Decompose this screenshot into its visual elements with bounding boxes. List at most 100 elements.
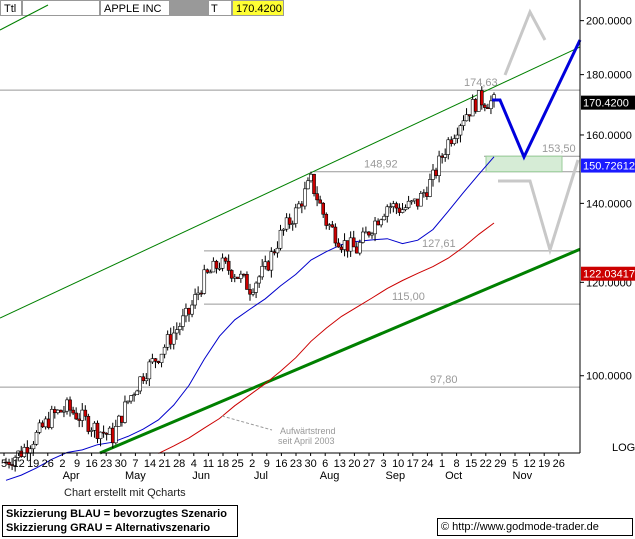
candle-body <box>428 179 432 197</box>
x-tick-label: 5 <box>512 458 518 470</box>
candle-body <box>153 358 158 362</box>
candle-body <box>446 139 451 155</box>
month-label: Sep <box>385 470 405 482</box>
level-label: 153,50 <box>542 143 576 155</box>
x-tick-label: 4 <box>191 458 197 470</box>
level-label: 115,00 <box>392 291 425 303</box>
x-tick-label: 13 <box>334 458 346 470</box>
candle-body <box>25 447 30 454</box>
y-tick-label: 140.0000 <box>586 198 632 210</box>
candle-body <box>287 217 292 225</box>
candle-body <box>431 169 435 180</box>
candle-body <box>193 294 197 306</box>
header-cell-ttl: Ttl <box>0 0 22 16</box>
candle-body <box>388 206 393 208</box>
candle-body <box>327 224 332 227</box>
candle-body <box>37 422 42 433</box>
x-tick-label: 16 <box>85 458 97 470</box>
candle-body <box>150 358 155 363</box>
website-link-text[interactable]: http://www.godmode-trader.de <box>452 521 599 533</box>
candle-body <box>272 251 277 254</box>
x-tick-label: 12 <box>12 458 24 470</box>
candle-body <box>336 242 341 248</box>
candle-body <box>217 267 222 270</box>
candle-body <box>19 450 24 457</box>
candle-body <box>31 443 36 450</box>
candle-body <box>220 257 225 269</box>
x-tick-label: 14 <box>144 458 156 470</box>
candle-body <box>74 412 78 420</box>
website-link[interactable]: © http://www.godmode-trader.de <box>437 518 633 536</box>
annotation-line2: seit April 2003 <box>278 436 335 446</box>
month-label: Nov <box>513 470 533 482</box>
date-axis: 5 12 19 26 2 9 16 23 30 7 14 21 28 4 11 18 25 2 9 16 23 30 6 13… <box>0 452 580 482</box>
x-tick-label: 20 <box>348 458 360 470</box>
candle-body <box>406 200 411 208</box>
candle-body <box>357 242 362 254</box>
candle-body <box>391 203 396 207</box>
candle-body <box>345 240 350 252</box>
candle-body <box>486 107 490 110</box>
candle-body <box>278 229 283 249</box>
candle-body <box>443 154 448 158</box>
x-tick-label: 23 <box>100 458 112 470</box>
header-cell-blank <box>22 0 100 16</box>
month-label: Jul <box>254 470 268 482</box>
candle-body <box>129 395 133 402</box>
candle-body <box>296 203 301 209</box>
x-tick-label: 22 <box>480 458 492 470</box>
candle-body <box>52 409 57 414</box>
candle-body <box>117 415 121 427</box>
candle-body <box>312 173 316 194</box>
candle-body <box>348 237 353 252</box>
x-tick-label: 1 <box>439 458 445 470</box>
month-label: Oct <box>445 470 462 482</box>
candle-body <box>135 390 139 396</box>
candle-body <box>309 173 313 182</box>
moving-averages <box>5 156 495 481</box>
candle-body <box>467 114 472 117</box>
candle-body <box>226 260 231 271</box>
price-tag-box <box>581 95 635 110</box>
candle-body <box>110 427 115 444</box>
last-price-header: 170.4200 <box>232 0 284 16</box>
log-scale-label: LOG <box>612 442 635 454</box>
level-label: 174,63 <box>464 77 498 89</box>
ma-blue-line <box>5 156 495 481</box>
x-tick-label: 19 <box>538 458 550 470</box>
candle-body <box>339 246 344 250</box>
candle-body <box>208 271 213 274</box>
candle-body <box>266 261 271 271</box>
candle-body <box>187 308 191 315</box>
candle-body <box>202 269 207 294</box>
candle-body <box>275 247 280 254</box>
channel-upper-line <box>0 46 581 319</box>
candle-body <box>59 409 63 413</box>
candle-body <box>184 308 188 317</box>
candle-body <box>120 415 124 423</box>
month-label: Aug <box>320 470 340 482</box>
candle-body <box>89 430 94 432</box>
x-tick-label: 24 <box>421 458 433 470</box>
candle-body <box>132 394 136 397</box>
x-tick-label: 26 <box>553 458 565 470</box>
candle-body <box>434 169 438 176</box>
y-tick-label: 160.0000 <box>586 130 632 142</box>
y-tick-label: 100.0000 <box>586 371 632 383</box>
x-tick-label: 23 <box>290 458 302 470</box>
candle-body <box>470 99 475 117</box>
price-tag-label: 150.72612 <box>583 161 635 173</box>
x-tick-label: 26 <box>42 458 54 470</box>
ticker-name: APPLE INC <box>100 0 170 16</box>
x-tick-label: 19 <box>27 458 39 470</box>
level-label: 97,80 <box>430 374 458 386</box>
candle-body <box>156 361 161 363</box>
candle-body <box>13 457 17 466</box>
candle-body <box>123 401 127 423</box>
y-tick-label: 200.0000 <box>586 16 632 28</box>
candle-body <box>196 292 200 295</box>
scenario-grey-upper <box>503 8 547 76</box>
candle-body <box>354 246 359 254</box>
candle-body <box>437 155 441 176</box>
legend-blue: Skizzierung BLAU = bevorzugtes Szenario <box>6 508 227 520</box>
